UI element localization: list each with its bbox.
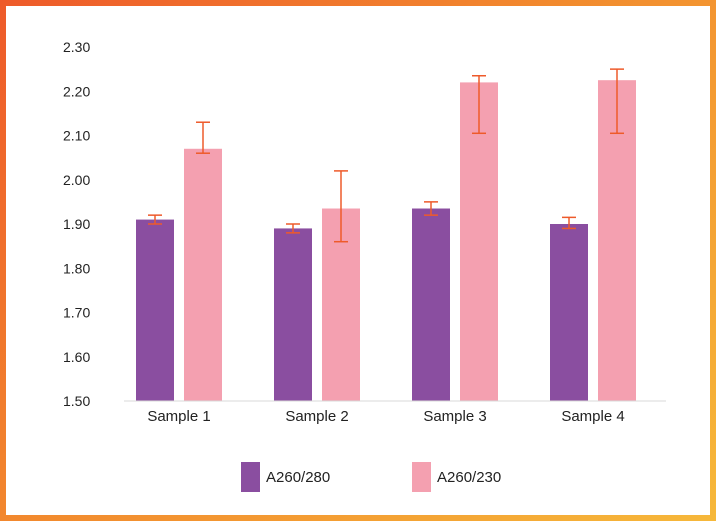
y-axis: 1.50 1.60 1.70 1.80 1.90 2.00 2.10 2.20 2.30 xyxy=(63,39,90,409)
x-tick-label: Sample 3 xyxy=(423,408,486,425)
y-tick-label: 1.90 xyxy=(63,216,90,232)
bar-a260-280 xyxy=(274,228,312,401)
x-tick-label: Sample 4 xyxy=(561,408,624,425)
legend-swatch xyxy=(412,462,431,492)
y-tick-label: 2.20 xyxy=(63,83,90,99)
y-tick-label: 2.00 xyxy=(63,172,90,188)
bar-a260-230 xyxy=(460,82,498,402)
bar-chart: 1.50 1.60 1.70 1.80 1.90 2.00 2.10 2.20 2.30 Sam… xyxy=(63,39,666,492)
bar-a260-280 xyxy=(550,224,588,401)
legend-label: A260/280 xyxy=(266,469,330,486)
y-tick-label: 1.70 xyxy=(63,305,90,321)
error-bars xyxy=(148,68,624,243)
legend-swatch xyxy=(241,462,260,492)
legend: A260/280 A260/230 xyxy=(241,462,501,492)
bar-a260-280 xyxy=(412,208,450,401)
y-tick-label: 2.30 xyxy=(63,39,90,55)
chart-panel: 1.50 1.60 1.70 1.80 1.90 2.00 2.10 2.20 2.30 Sam… xyxy=(6,6,710,515)
y-tick-label: 1.60 xyxy=(63,349,90,365)
x-axis: Sample 1 Sample 2 Sample 3 Sample 4 xyxy=(147,408,624,425)
bar-a260-280 xyxy=(136,219,174,401)
bar-a260-230 xyxy=(184,148,222,401)
y-tick-label: 1.50 xyxy=(63,393,90,409)
y-tick-label: 1.80 xyxy=(63,260,90,276)
plot-area xyxy=(136,80,636,402)
x-tick-label: Sample 2 xyxy=(285,408,348,425)
y-tick-label: 2.10 xyxy=(63,128,90,144)
x-tick-label: Sample 1 xyxy=(147,408,210,425)
legend-label: A260/230 xyxy=(437,469,501,486)
